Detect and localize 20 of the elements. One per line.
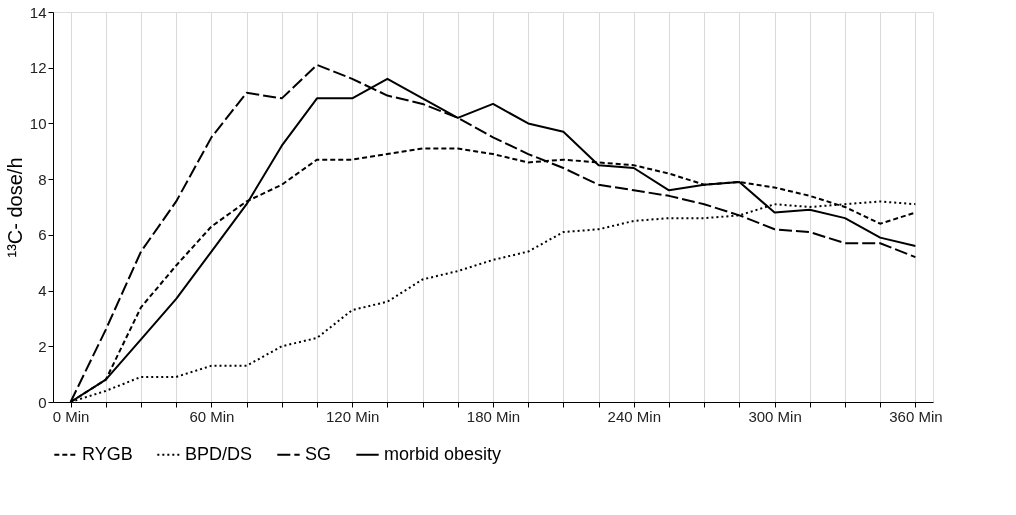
x-tick-label: 0 Min: [52, 407, 90, 425]
x-tick-label: 360 Min: [889, 407, 943, 425]
y-tick-label: 10: [29, 114, 47, 132]
y-tick-label: 0: [38, 393, 47, 411]
x-tick-label: 300 Min: [748, 407, 802, 425]
x-tick-label: 120 Min: [326, 407, 380, 425]
y-tick-label: 8: [38, 170, 47, 188]
y-tick-label: 6: [38, 226, 47, 244]
y-tick-label: 12: [29, 59, 47, 77]
legend-label: RYGB: [82, 443, 133, 464]
legend-label: SG: [305, 443, 332, 464]
y-tick-label: 2: [38, 337, 47, 355]
y-tick-label: 4: [38, 282, 47, 300]
x-tick-label: 180 Min: [466, 407, 521, 425]
x-tick-label: 240 Min: [607, 407, 661, 425]
legend-label: morbid obesity: [384, 443, 502, 464]
y-tick-label: 14: [29, 3, 47, 21]
y-axis-title: ¹³C- dose/h: [3, 157, 26, 258]
legend-label: BPD/DS: [185, 443, 253, 464]
x-tick-label: 60 Min: [189, 407, 235, 425]
